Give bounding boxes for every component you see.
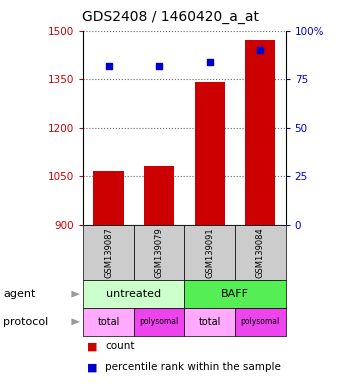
Text: GSM139079: GSM139079 xyxy=(155,227,164,278)
Text: percentile rank within the sample: percentile rank within the sample xyxy=(105,362,281,372)
Text: total: total xyxy=(97,317,120,327)
Point xyxy=(207,59,212,65)
Text: ■: ■ xyxy=(87,362,97,372)
Point xyxy=(258,47,263,53)
Text: polysomal: polysomal xyxy=(139,317,179,326)
Text: BAFF: BAFF xyxy=(221,289,249,299)
Text: GSM139087: GSM139087 xyxy=(104,227,113,278)
Bar xyxy=(144,167,174,225)
Text: GSM139091: GSM139091 xyxy=(205,227,214,278)
Bar xyxy=(194,83,225,225)
Text: ■: ■ xyxy=(87,341,97,351)
Text: GDS2408 / 1460420_a_at: GDS2408 / 1460420_a_at xyxy=(82,10,258,23)
Text: count: count xyxy=(105,341,135,351)
Text: agent: agent xyxy=(3,289,36,299)
Text: GSM139084: GSM139084 xyxy=(256,227,265,278)
Text: total: total xyxy=(199,317,221,327)
Bar xyxy=(245,40,275,225)
Text: untreated: untreated xyxy=(106,289,162,299)
Point xyxy=(156,63,162,69)
Text: polysomal: polysomal xyxy=(241,317,280,326)
Text: protocol: protocol xyxy=(3,317,49,327)
Point xyxy=(106,63,111,69)
Bar xyxy=(94,171,124,225)
